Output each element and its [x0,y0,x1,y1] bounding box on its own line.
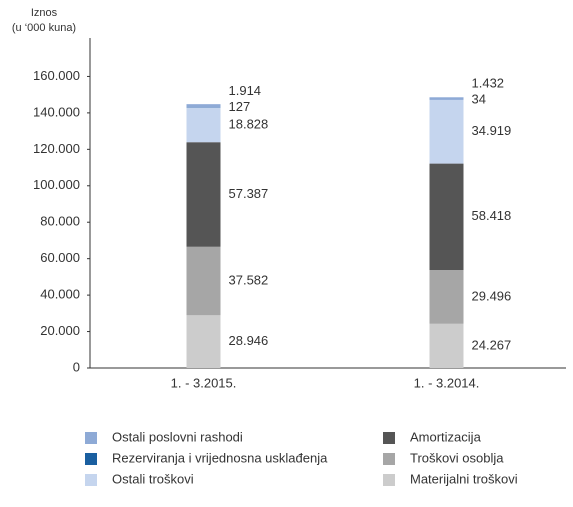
y-tick-label: 20.000 [40,323,80,338]
y-axis-label: (u ‘000 kuna) [12,22,76,34]
bar-segment [430,324,464,368]
y-axis-label: Iznos [31,7,58,19]
value-label: 1.914 [229,83,262,98]
value-label: 127 [229,99,251,114]
value-label: 28.946 [229,333,269,348]
bar-segment [187,108,221,142]
bar-segment [187,104,221,107]
legend-swatch [383,474,395,486]
legend-label: Ostali poslovni rashodi [112,429,243,444]
y-tick-label: 80.000 [40,214,80,229]
legend-swatch [383,453,395,465]
legend-swatch [383,432,395,444]
value-label: 1.432 [472,75,505,90]
bar-segment [187,142,221,247]
legend-swatch [85,432,97,444]
value-label: 58.418 [472,208,512,223]
bar-segment [187,247,221,315]
legend-label: Ostali troškovi [112,471,194,486]
x-tick-label: 1. - 3.2015. [171,375,237,390]
y-tick-label: 120.000 [33,141,80,156]
value-label: 37.582 [229,272,269,287]
y-tick-label: 40.000 [40,287,80,302]
x-tick-label: 1. - 3.2014. [414,375,480,390]
legend-label: Troškovi osoblja [410,450,504,465]
y-tick-label: 160.000 [33,68,80,83]
y-tick-label: 100.000 [33,177,80,192]
bar-segment [187,315,221,368]
bar-segment [430,100,464,164]
bar-segment [430,164,464,270]
value-label: 24.267 [472,337,512,352]
bar-segment [430,97,464,100]
legend-swatch [85,453,97,465]
legend-label: Materijalni troškovi [410,471,518,486]
legend-label: Amortizacija [410,429,482,444]
value-label: 34.919 [472,123,512,138]
legend-swatch [85,474,97,486]
value-label: 29.496 [472,288,512,303]
value-label: 18.828 [229,116,269,131]
y-tick-label: 0 [73,359,80,374]
y-tick-label: 140.000 [33,104,80,119]
value-label: 34 [472,91,486,106]
value-label: 57.387 [229,186,269,201]
y-tick-label: 60.000 [40,250,80,265]
legend-label: Rezerviranja i vrijednosna usklađenja [112,450,328,465]
bar-segment [430,270,464,324]
